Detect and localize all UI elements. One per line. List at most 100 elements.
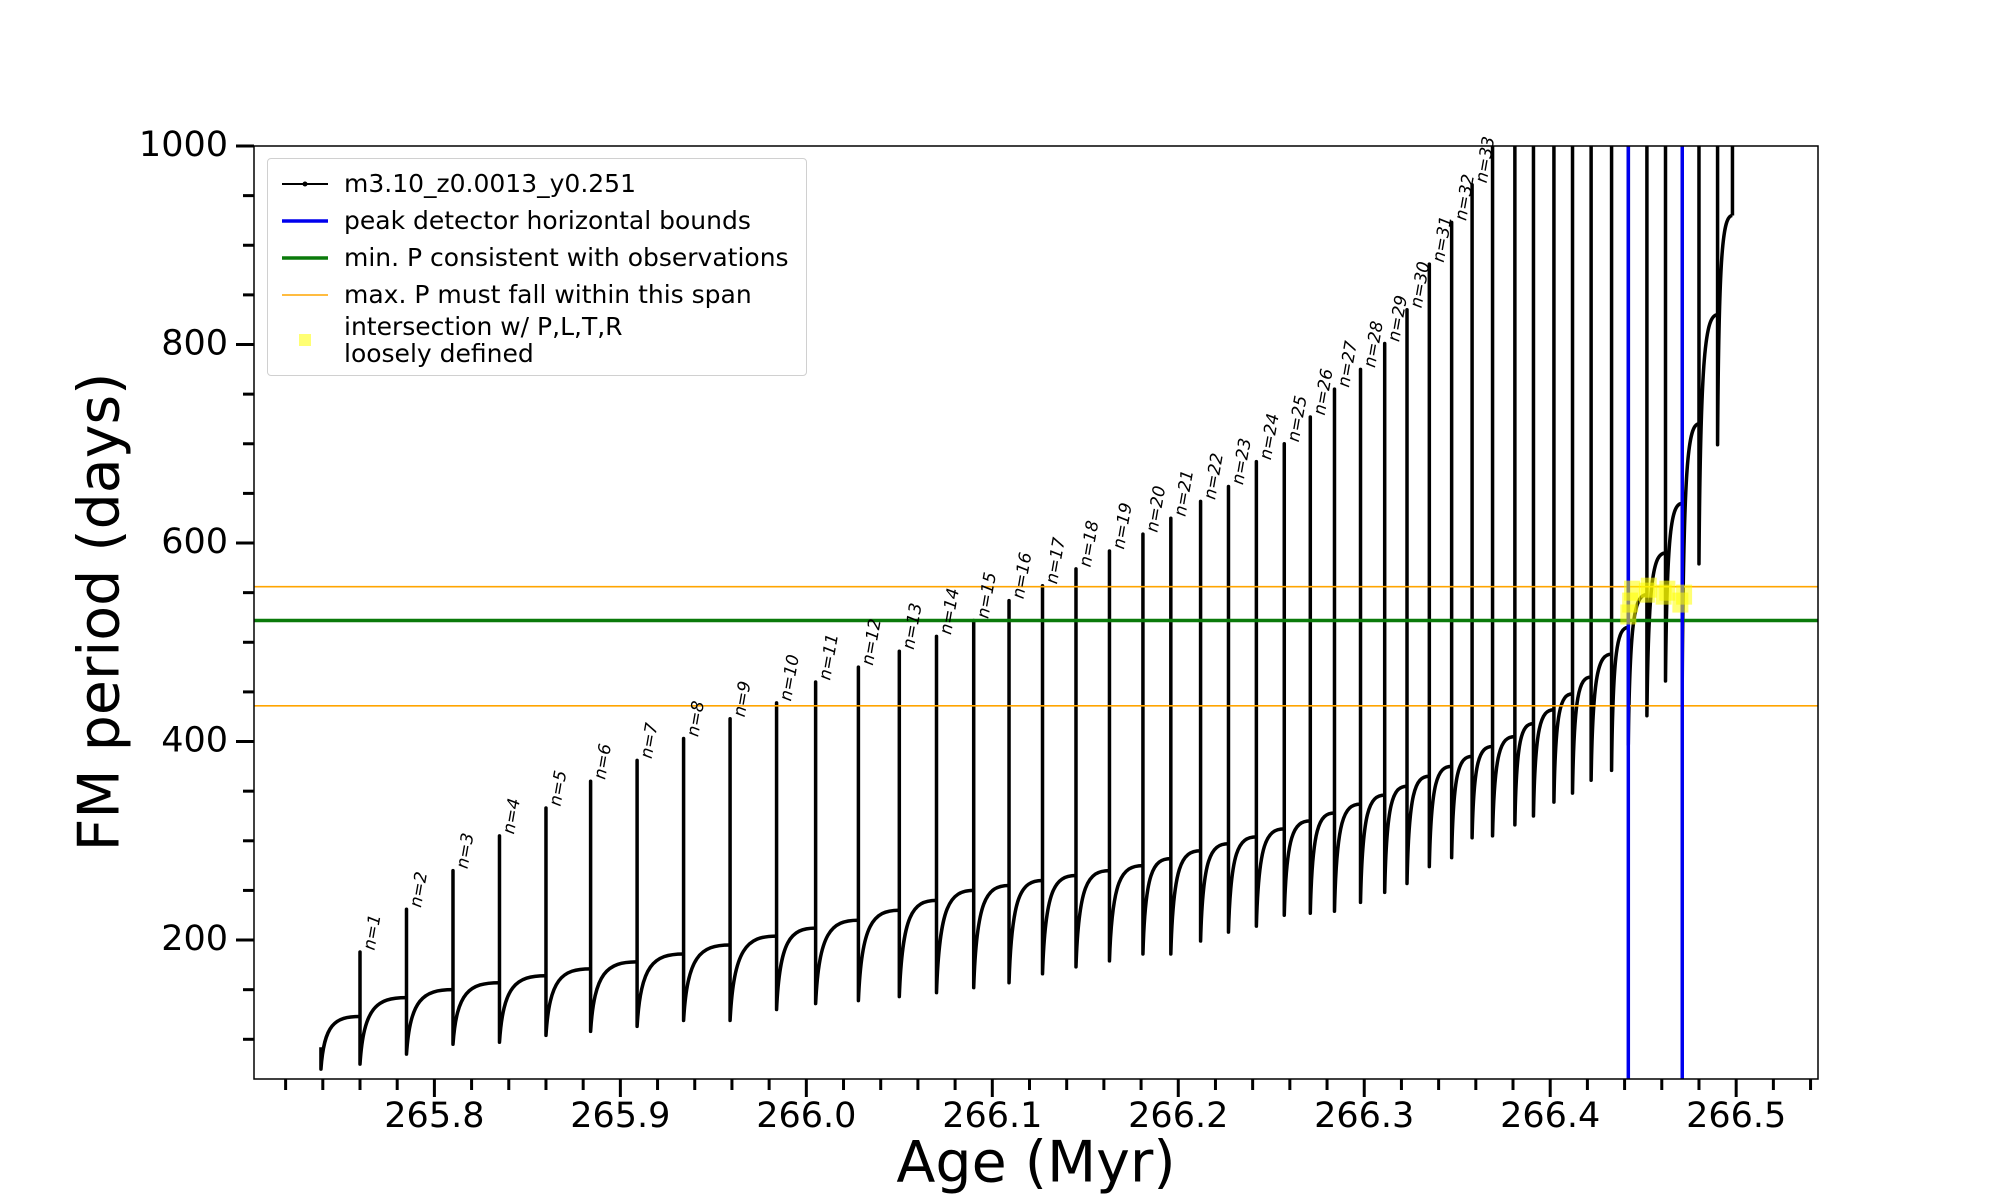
pulse-line bbox=[813, 680, 859, 1006]
legend-entry: min. P consistent with observations bbox=[268, 239, 806, 276]
x-tick-label: 266.2 bbox=[1128, 1096, 1228, 1136]
pulse-line bbox=[1198, 499, 1229, 943]
pulse-line bbox=[856, 665, 900, 1003]
pulse-annotation: n=20 bbox=[1143, 484, 1171, 533]
pulse-line bbox=[1226, 484, 1257, 934]
pulse-line bbox=[1107, 549, 1143, 963]
pulse-line bbox=[934, 634, 974, 995]
pulse-line bbox=[1308, 415, 1335, 915]
pulse-line bbox=[404, 907, 453, 1056]
pulse-annotation: n=6 bbox=[590, 742, 616, 781]
pulse-line bbox=[1531, 146, 1555, 818]
legend-entry: max. P must fall within this span bbox=[268, 276, 806, 313]
pulse-line bbox=[1513, 146, 1534, 827]
y-tick-label: 400 bbox=[161, 721, 228, 761]
legend-label: max. P must fall within this span bbox=[344, 280, 752, 309]
legend-handle bbox=[282, 181, 328, 186]
pulse-line bbox=[1490, 146, 1516, 838]
pulse-annotation: n=10 bbox=[776, 653, 804, 702]
plot-area bbox=[254, 146, 1818, 1079]
pulse-line bbox=[588, 779, 638, 1034]
legend-entry: peak detector horizontal bounds bbox=[268, 202, 806, 239]
y-tick-label: 800 bbox=[161, 324, 228, 364]
x-axis-label: Age (Myr) bbox=[896, 1130, 1175, 1196]
legend-entry: intersection w/ P,L,T,R loosely defined bbox=[268, 313, 806, 367]
pulse-annotation: n=21 bbox=[1170, 469, 1198, 518]
pulse-line bbox=[1663, 146, 1683, 683]
pulse-line bbox=[319, 1014, 361, 1071]
pulse-annotation: n=7 bbox=[637, 721, 663, 760]
pulse-line bbox=[497, 834, 546, 1045]
x-tick-label: 265.8 bbox=[384, 1096, 484, 1136]
pulse-annotation: n=27 bbox=[1334, 339, 1362, 389]
pulse-annotation: n=2 bbox=[406, 870, 432, 909]
pulse-line bbox=[1405, 308, 1430, 886]
pulse-line bbox=[1332, 387, 1361, 914]
y-tick-label: 200 bbox=[161, 919, 228, 959]
pulse-annotation: n=11 bbox=[815, 632, 843, 681]
pulse-annotation: n=1 bbox=[360, 913, 386, 952]
pulse-annotation: n=19 bbox=[1109, 501, 1137, 550]
pulse-line bbox=[1358, 367, 1385, 905]
pulse-annotation: n=15 bbox=[973, 571, 1001, 620]
legend-label: peak detector horizontal bounds bbox=[344, 206, 751, 235]
pulse-line bbox=[544, 806, 591, 1038]
pulse-annotation: n=24 bbox=[1256, 412, 1284, 461]
legend-label: m3.10_z0.0013_y0.251 bbox=[344, 169, 636, 198]
pulse-line bbox=[1449, 220, 1473, 860]
pulse-annotation: n=33 bbox=[1472, 135, 1500, 184]
pulse-line bbox=[1074, 567, 1110, 969]
legend-handle bbox=[282, 218, 328, 223]
pulse-annotation: n=4 bbox=[499, 797, 525, 836]
pulse-annotation: n=18 bbox=[1076, 519, 1104, 569]
scatter-point bbox=[1640, 577, 1657, 598]
pulse-line bbox=[1697, 146, 1718, 566]
pulse-line bbox=[1645, 146, 1666, 718]
pulse-line bbox=[1470, 182, 1493, 840]
x-tick-label: 266.5 bbox=[1686, 1096, 1786, 1136]
pulse-annotation: n=17 bbox=[1042, 536, 1070, 586]
scatter-point bbox=[1676, 584, 1693, 605]
x-tick-label: 266.0 bbox=[756, 1096, 856, 1136]
pulse-line bbox=[1254, 459, 1285, 928]
pulse-line bbox=[1382, 341, 1408, 895]
pulse-line bbox=[1609, 146, 1629, 773]
y-axis-label: FM period (days) bbox=[67, 373, 133, 852]
pulse-line bbox=[728, 716, 777, 1023]
axes-frame bbox=[253, 145, 1819, 1080]
pulse-line bbox=[897, 649, 937, 999]
pulse-line bbox=[1282, 442, 1311, 917]
legend-marker bbox=[299, 334, 311, 346]
y-tick-label: 600 bbox=[161, 522, 228, 562]
pulse-annotation: n=16 bbox=[1009, 551, 1037, 601]
legend-handle bbox=[282, 293, 328, 296]
pulse-line bbox=[774, 701, 816, 1012]
pulse-line bbox=[1007, 598, 1043, 985]
pulse-annotation: n=3 bbox=[453, 832, 479, 871]
pulse-line bbox=[358, 950, 407, 1066]
legend-handle bbox=[282, 255, 328, 260]
pulse-line bbox=[1427, 262, 1452, 869]
legend-label: min. P consistent with observations bbox=[344, 243, 789, 272]
pulse-annotation: n=23 bbox=[1228, 437, 1256, 486]
legend-marker bbox=[302, 181, 308, 186]
pulse-line bbox=[681, 736, 731, 1023]
x-tick-label: 265.9 bbox=[570, 1096, 670, 1136]
x-tick-label: 266.1 bbox=[942, 1096, 1042, 1136]
pulse-annotation: n=13 bbox=[899, 602, 927, 651]
pulse-line bbox=[1169, 516, 1201, 956]
legend-handle bbox=[299, 334, 311, 346]
pulse-annotation: n=22 bbox=[1200, 452, 1228, 501]
pulse-line bbox=[1589, 146, 1612, 782]
y-tick-label: 1000 bbox=[139, 125, 228, 165]
legend-entry: m3.10_z0.0013_y0.251 bbox=[268, 165, 806, 202]
pulse-annotation: n=9 bbox=[730, 680, 756, 719]
pulse-annotation: n=14 bbox=[936, 587, 964, 636]
pulse-line bbox=[1626, 146, 1648, 747]
pulse-annotation: n=25 bbox=[1284, 394, 1312, 443]
pulse-line bbox=[1715, 146, 1733, 447]
x-tick-label: 266.3 bbox=[1314, 1096, 1414, 1136]
pulse-line bbox=[1552, 146, 1573, 804]
